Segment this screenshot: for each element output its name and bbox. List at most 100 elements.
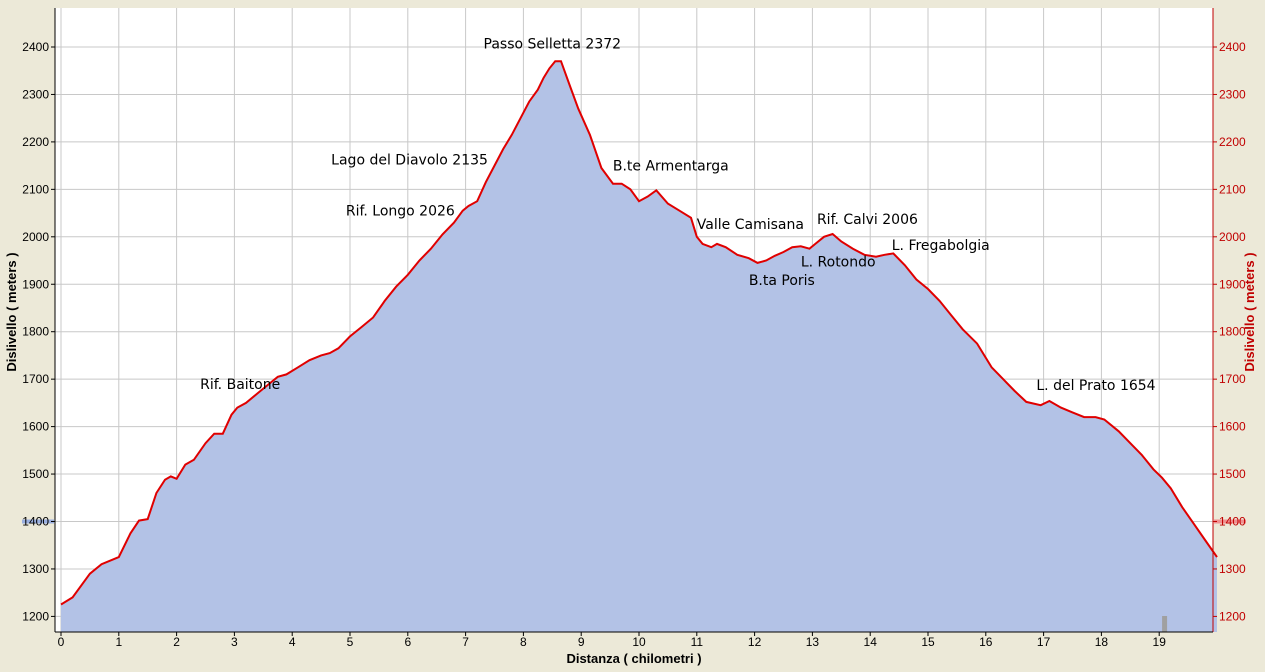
elevation-point <box>1025 401 1027 403</box>
elevation-point <box>1204 539 1206 541</box>
elevation-point <box>1072 411 1074 413</box>
elevation-point <box>147 518 149 520</box>
elevation-point <box>543 77 545 79</box>
elevation-point <box>690 217 692 219</box>
elevation-point <box>814 243 816 245</box>
elevation-point <box>783 251 785 253</box>
x-tick-label: 1 <box>115 635 122 649</box>
elevation-point <box>176 478 178 480</box>
elevation-point <box>361 326 363 328</box>
y-tick-label-left: 2200 <box>22 135 49 149</box>
elevation-point <box>441 233 443 235</box>
elevation-point <box>1161 477 1163 479</box>
y-tick-label-left: 2300 <box>22 87 49 101</box>
elevation-point <box>1141 454 1143 456</box>
elevation-point <box>537 89 539 91</box>
elevation-point <box>1152 468 1154 470</box>
elevation-point <box>736 254 738 256</box>
elevation-point <box>696 236 698 238</box>
waypoint-label: L. Fregabolgia <box>892 238 990 254</box>
y-tick-label-right: 1900 <box>1219 277 1246 291</box>
elevation-point <box>155 492 157 494</box>
elevation-point <box>462 210 464 212</box>
elevation-point <box>1181 506 1183 508</box>
y-tick-label-left: 1300 <box>22 562 49 576</box>
waypoint-label: Valle Camisana <box>697 217 804 233</box>
waypoint-label: L. Rotondo <box>801 255 876 271</box>
waypoint-label: B.te Armentarga <box>613 159 729 175</box>
elevation-point <box>962 328 964 330</box>
elevation-point <box>748 257 750 259</box>
elevation-point <box>528 101 530 103</box>
elevation-point <box>809 248 811 250</box>
elevation-point <box>791 246 793 248</box>
elevation-point <box>840 241 842 243</box>
elevation-point <box>236 407 238 409</box>
elevation-point <box>589 134 591 136</box>
x-tick-label: 18 <box>1095 635 1109 649</box>
elevation-point <box>1060 407 1062 409</box>
elevation-point <box>502 148 504 150</box>
y-tick-label-left: 1800 <box>22 325 49 339</box>
elevation-point <box>520 117 522 119</box>
elevation-point <box>756 262 758 264</box>
elevation-point <box>418 260 420 262</box>
y-tick-label-right: 1400 <box>1219 515 1246 529</box>
y-tick-label-left: 2000 <box>22 230 49 244</box>
y-tick-label-left: 1600 <box>22 420 49 434</box>
y-axis-title-right: Dislivello ( meters ) <box>1242 252 1257 371</box>
elevation-point <box>485 181 487 183</box>
elevation-point <box>100 563 102 565</box>
elevation-point <box>205 442 207 444</box>
reference-marker-left <box>22 519 54 524</box>
elevation-point <box>774 255 776 257</box>
elevation-point <box>184 464 186 466</box>
elevation-point <box>60 604 62 606</box>
elevation-point <box>384 300 386 302</box>
waypoint-label: Rif. Longo 2026 <box>346 203 455 219</box>
elevation-point <box>329 352 331 354</box>
elevation-point <box>976 343 978 345</box>
elevation-point <box>285 373 287 375</box>
elevation-point <box>1040 404 1042 406</box>
elevation-point <box>560 60 562 62</box>
y-axis-title-left: Dislivello ( meters ) <box>4 252 19 371</box>
elevation-point <box>395 286 397 288</box>
y-tick-label-right: 1800 <box>1219 325 1246 339</box>
elevation-point <box>1216 556 1218 558</box>
waypoint-label: Lago del Diavolo 2135 <box>331 153 488 169</box>
elevation-point <box>667 203 669 205</box>
elevation-point <box>884 254 886 256</box>
x-tick-label: 15 <box>921 635 935 649</box>
elevation-point <box>638 200 640 202</box>
elevation-point <box>320 354 322 356</box>
waypoint-label: L. del Prato 1654 <box>1036 378 1155 394</box>
elevation-point <box>927 288 929 290</box>
elevation-point <box>1014 390 1016 392</box>
elevation-point <box>1048 400 1050 402</box>
y-tick-label-left: 1400 <box>22 515 49 529</box>
elevation-point <box>1118 430 1120 432</box>
elevation-point <box>904 264 906 266</box>
x-tick-label: 10 <box>632 635 646 649</box>
y-tick-label-right: 2100 <box>1219 182 1246 196</box>
waypoint-label: Passo Selletta 2372 <box>484 36 622 52</box>
elevation-point <box>476 200 478 202</box>
elevation-point <box>138 520 140 522</box>
elevation-point <box>915 279 917 281</box>
chart-marks <box>22 60 1246 632</box>
elevation-point <box>950 314 952 316</box>
waypoint-label: Rif. Baitone <box>200 377 280 393</box>
elevation-line <box>60 60 1218 606</box>
elevation-point <box>164 479 166 481</box>
elevation-point <box>1129 442 1131 444</box>
y-tick-label-left: 2400 <box>22 40 49 54</box>
x-tick-label: 7 <box>462 635 469 649</box>
x-tick-label: 2 <box>173 635 180 649</box>
elevation-point <box>213 433 215 435</box>
elevation-point <box>832 233 834 235</box>
axis-ticks: 1200 1200 1300 1300 1400 1400 1500 1500 1600 1600… <box>22 8 1246 649</box>
elevation-point <box>710 246 712 248</box>
elevation-area <box>61 61 1217 632</box>
x-tick-label: 0 <box>58 635 65 649</box>
